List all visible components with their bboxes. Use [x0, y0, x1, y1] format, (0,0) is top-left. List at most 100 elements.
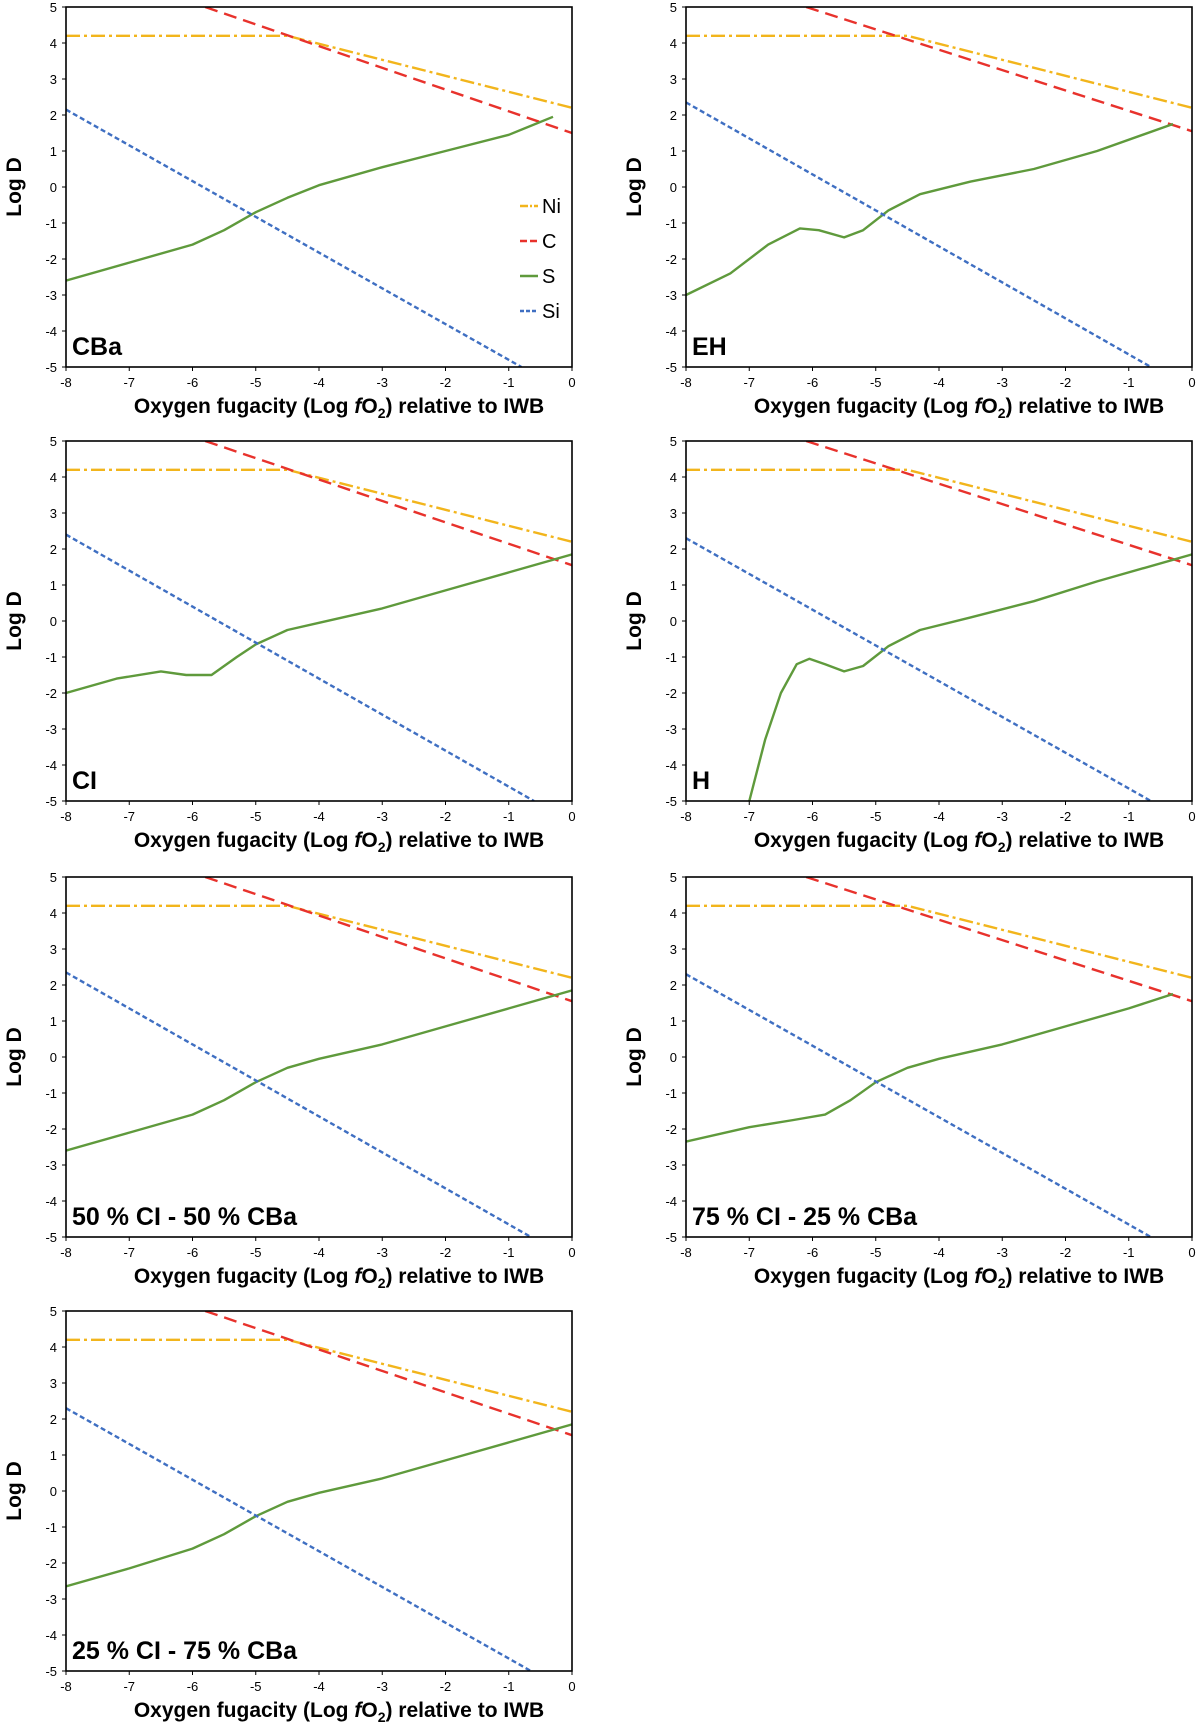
x-axis-label-part: O	[361, 395, 377, 418]
x-tick-label: -8	[680, 375, 692, 390]
x-tick-label: -7	[123, 809, 135, 824]
y-tick-label: -5	[45, 1230, 57, 1245]
x-axis-label-part: Oxygen fugacity (Log	[134, 1699, 355, 1722]
y-axis-label: Log D	[3, 1027, 26, 1086]
y-tick-label: 3	[50, 1376, 57, 1391]
x-axis-label: Oxygen fugacity (Log fO2) relative to IW…	[134, 829, 544, 855]
x-axis-label-part: f	[354, 829, 363, 852]
series-line-c	[204, 877, 572, 1003]
y-tick-label: 2	[670, 542, 677, 557]
y-tick-label: 5	[50, 0, 57, 15]
x-tick-label: -2	[1060, 809, 1072, 824]
x-tick-label: -6	[187, 1679, 199, 1694]
x-axis-label: Oxygen fugacity (Log fO2) relative to IW…	[754, 395, 1164, 421]
x-axis-label-part: 2	[998, 1275, 1006, 1291]
series-line-ni	[686, 468, 1192, 543]
x-tick-label: -4	[313, 809, 325, 824]
x-tick-label: -6	[187, 375, 199, 390]
panel-label: H	[692, 767, 710, 795]
x-axis-label-part: f	[974, 1265, 983, 1288]
x-tick-label: -2	[440, 1679, 452, 1694]
y-tick-label: -1	[665, 1086, 677, 1101]
y-tick-label: -2	[665, 1122, 677, 1137]
y-tick-label: 4	[50, 470, 57, 485]
series-line-c	[204, 1311, 572, 1437]
x-tick-label: -5	[870, 375, 882, 390]
x-axis-label-part: f	[354, 1265, 363, 1288]
y-axis-label: Log D	[3, 591, 26, 650]
x-axis-label-part: 2	[378, 1275, 386, 1291]
x-axis-label-part: Oxygen fugacity (Log	[754, 395, 975, 418]
plot-frame	[65, 1310, 573, 1672]
y-tick-label: 5	[670, 434, 677, 449]
series-line-c	[805, 7, 1192, 133]
y-tick-label: -4	[665, 1194, 677, 1209]
y-tick-label: 5	[670, 870, 677, 885]
x-axis-label: Oxygen fugacity (Log fO2) relative to IW…	[754, 829, 1164, 855]
x-tick-label: 0	[568, 809, 575, 824]
panel-label: 75 % CI - 25 % CBa	[692, 1203, 918, 1231]
y-tick-label: 0	[50, 180, 57, 195]
x-tick-label: 0	[1188, 375, 1195, 390]
x-tick-label: -7	[743, 1245, 755, 1260]
y-tick-label: -2	[665, 686, 677, 701]
x-tick-label: -7	[743, 375, 755, 390]
panel-label: CBa	[72, 333, 123, 361]
x-tick-label: 0	[568, 1245, 575, 1260]
y-tick-label: 3	[50, 942, 57, 957]
x-tick-label: -4	[313, 1245, 325, 1260]
x-axis-label-part: ) relative to IWB	[1005, 829, 1164, 852]
series-line-si	[66, 108, 522, 367]
chart-panel-2: -5 -4 -3 -2 -1 0 1 2 3 4 5 -8 -7 -6 -5 -4 -3 -2 -1 0 EH Log D…	[623, 0, 1196, 421]
x-tick-label: -4	[933, 1245, 945, 1260]
plot-frame	[65, 6, 573, 368]
y-tick-label: 3	[670, 506, 677, 521]
x-axis-label-part: O	[981, 1265, 997, 1288]
x-tick-label: -2	[440, 375, 452, 390]
x-tick-label: -1	[503, 375, 515, 390]
y-tick-label: -1	[665, 650, 677, 665]
chart-panel-4: -5 -4 -3 -2 -1 0 1 2 3 4 5 -8 -7 -6 -5 -4 -3 -2 -1 0 H Log D O…	[623, 434, 1196, 855]
x-axis-label-part: Oxygen fugacity (Log	[134, 829, 355, 852]
x-tick-label: -7	[123, 1245, 135, 1260]
y-tick-label: 3	[50, 72, 57, 87]
x-axis-label-part: O	[981, 395, 997, 418]
x-axis-label: Oxygen fugacity (Log fO2) relative to IW…	[134, 1699, 544, 1725]
series-line-ni	[66, 468, 572, 543]
series-line-ni	[66, 904, 572, 979]
x-axis-label-part: ) relative to IWB	[385, 395, 544, 418]
chart-panel-5: -5 -4 -3 -2 -1 0 1 2 3 4 5 -8 -7 -6 -5 -4 -3 -2 -1 0 50 % CI…	[3, 870, 576, 1291]
x-tick-label: 0	[1188, 1245, 1195, 1260]
y-tick-label: -2	[45, 686, 57, 701]
x-tick-label: -2	[1060, 375, 1072, 390]
series-line-s	[748, 553, 1192, 801]
series-line-s	[66, 989, 572, 1152]
y-tick-label: -1	[45, 1520, 57, 1535]
x-tick-label: -5	[870, 809, 882, 824]
legend-label-s: S	[542, 266, 555, 288]
x-tick-label: -8	[60, 1679, 72, 1694]
chart-panel-3: -5 -4 -3 -2 -1 0 1 2 3 4 5 -8 -7 -6 -5 -4 -3 -2 -1 0 CI Log D…	[3, 434, 576, 855]
y-tick-label: -5	[665, 794, 677, 809]
x-axis-label: Oxygen fugacity (Log fO2) relative to IW…	[134, 395, 544, 421]
x-axis-label-part: f	[354, 395, 363, 418]
x-tick-label: -7	[743, 809, 755, 824]
y-tick-label: 2	[670, 108, 677, 123]
x-tick-label: -1	[503, 1245, 515, 1260]
series-group	[66, 1311, 572, 1671]
series-line-ni	[686, 34, 1192, 109]
y-tick-label: 3	[670, 72, 677, 87]
series-line-si	[66, 533, 535, 801]
x-tick-label: -8	[60, 1245, 72, 1260]
x-axis-label-part: Oxygen fugacity (Log	[754, 829, 975, 852]
y-tick-label: 1	[50, 578, 57, 593]
x-tick-label: 0	[568, 375, 575, 390]
x-tick-label: -4	[313, 375, 325, 390]
y-tick-label: 0	[670, 614, 677, 629]
x-tick-label: -5	[250, 809, 262, 824]
panel-label: CI	[72, 767, 97, 795]
panel-label: 25 % CI - 75 % CBa	[72, 1637, 298, 1665]
y-tick-label: -5	[665, 1230, 677, 1245]
y-tick-label: 1	[50, 1448, 57, 1463]
y-tick-label: -1	[45, 650, 57, 665]
